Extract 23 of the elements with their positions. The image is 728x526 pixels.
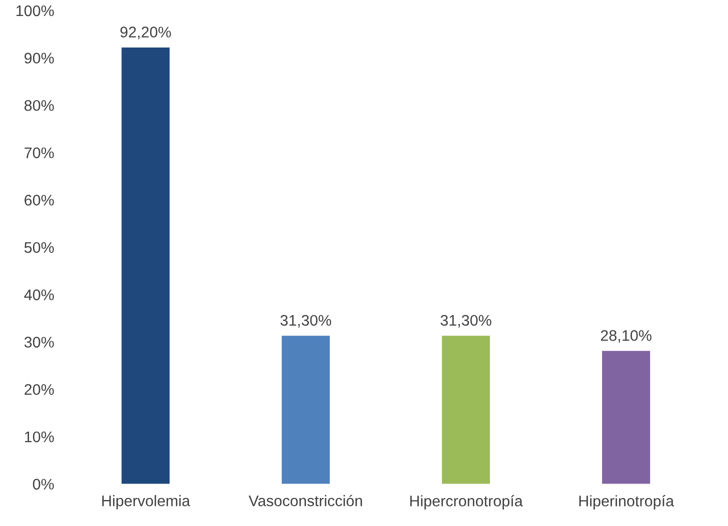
data-label: 92,20% (120, 26, 171, 40)
bar (122, 47, 170, 484)
y-tick-label: 20% (24, 384, 54, 395)
bar (282, 336, 330, 484)
y-tick-label: 40% (24, 289, 54, 300)
y-tick-label: 100% (16, 5, 54, 16)
x-tick-label: Hipervolemia (102, 495, 190, 510)
y-tick-label: 30% (24, 336, 54, 348)
bar (602, 350, 650, 484)
y-tick-label: 50% (24, 242, 54, 253)
x-tick-label: Hipercronotropía (410, 495, 523, 510)
y-tick-label: 90% (24, 52, 54, 64)
x-tick-label: Hiperinotropía (579, 495, 674, 510)
y-tick-label: 70% (24, 147, 54, 158)
data-label: 28,10% (600, 330, 652, 343)
x-tick-label: Vasoconstricción (248, 494, 362, 506)
y-tick-label: 10% (24, 431, 54, 442)
y-tick-label: 80% (24, 100, 54, 111)
data-label: 31,30% (440, 314, 492, 328)
data-label: 31,30% (280, 314, 332, 328)
bar (442, 336, 490, 484)
y-tick-label: 0% (32, 478, 54, 490)
y-tick-label: 60% (24, 194, 54, 206)
